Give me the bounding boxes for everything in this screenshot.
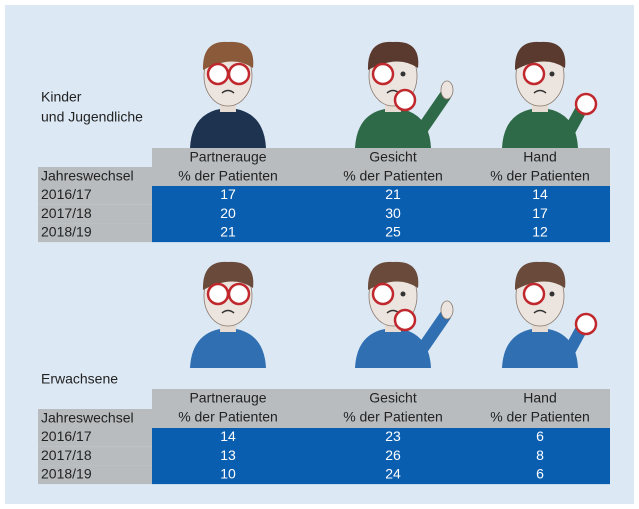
row-label: 2016/17 [41,186,92,202]
column-title: Hand [523,390,556,406]
section-label: Kinder [41,89,82,105]
column-title: Gesicht [369,149,417,165]
column-subtitle: % der Patienten [343,168,443,184]
cell-value: 6 [536,465,544,481]
marker-circle [229,284,249,304]
column-title: Partnerauge [189,149,266,165]
cell-value: 23 [385,428,401,444]
cell-value: 6 [536,428,544,444]
row-label: 2018/19 [41,465,92,481]
column-subtitle: % der Patienten [343,409,443,425]
cell-value: 12 [532,223,548,239]
marker-circle [524,284,544,304]
cell-value: 25 [385,223,401,239]
cell-value: 21 [385,186,401,202]
marker-circle [208,284,228,304]
cell-value: 26 [385,447,401,463]
corner-label: Jahreswechsel [41,168,134,184]
marker-circle [208,64,228,84]
cell-value: 13 [220,447,236,463]
marker-circle [229,64,249,84]
row-label: 2016/17 [41,428,92,444]
column-title: Gesicht [369,390,417,406]
hand [441,81,453,99]
eye [550,292,555,297]
column-title: Hand [523,149,556,165]
hand [441,301,453,319]
cell-value: 8 [536,447,544,463]
marker-circle [373,284,393,304]
cell-value: 21 [220,223,236,239]
column-title: Partnerauge [189,390,266,406]
eye [401,72,406,77]
column-subtitle: % der Patienten [178,168,278,184]
cell-value: 14 [220,428,236,444]
cell-value: 24 [385,465,401,481]
cell-value: 17 [220,186,236,202]
row-label: 2017/18 [41,447,92,463]
column-subtitle: % der Patienten [490,409,590,425]
marker-circle [524,64,544,84]
column-subtitle: % der Patienten [178,409,278,425]
marker-circle [395,310,415,330]
row-label: 2018/19 [41,223,92,239]
marker-circle [576,314,596,334]
cell-value: 14 [532,186,548,202]
cell-value: 20 [220,205,236,221]
column-subtitle: % der Patienten [490,168,590,184]
eye [550,72,555,77]
marker-circle [395,90,415,110]
marker-circle [576,94,596,114]
row-label: 2017/18 [41,205,92,221]
section-label: und Jugendliche [41,109,143,125]
marker-circle [373,64,393,84]
cell-value: 10 [220,465,236,481]
section-label: Erwachsene [41,371,118,387]
figure: Kinder und Jugendliche Jahreswechsel Partne… [0,0,639,509]
cell-value: 17 [532,205,548,221]
corner-label: Jahreswechsel [41,410,134,426]
eye [401,292,406,297]
cell-value: 30 [385,205,401,221]
